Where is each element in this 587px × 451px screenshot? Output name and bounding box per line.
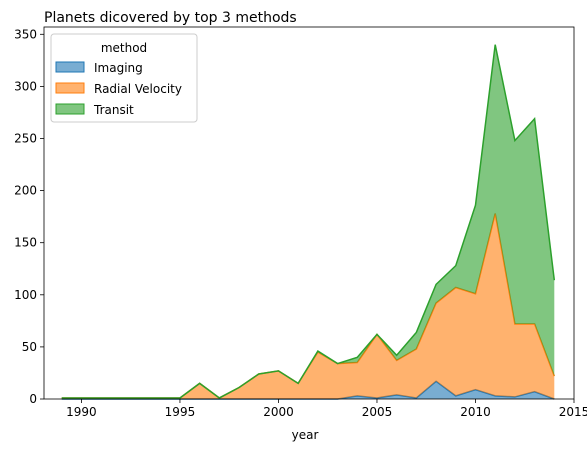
x-axis: 1990 1995 2000 2005 2010 2015 [66,399,587,419]
y-tick-label: 300 [14,79,37,93]
y-tick-label: 50 [22,340,37,354]
y-tick-label: 200 [14,184,37,198]
x-tick-label: 2015 [559,405,587,419]
legend-label-radial-velocity: Radial Velocity [94,82,182,96]
y-tick-label: 350 [14,27,37,41]
x-tick-label: 2010 [460,405,491,419]
x-tick-label: 1995 [165,405,196,419]
x-tick-label: 2000 [263,405,294,419]
legend: method Imaging Radial Velocity Transit [50,33,198,123]
y-axis: 0 50 100 150 200 250 300 350 [14,27,44,406]
line-transit [61,44,556,399]
area-transit [61,44,555,398]
x-axis-label: year [292,428,319,442]
chart-title: Planets dicovered by top 3 methods [44,10,297,26]
legend-box [50,33,198,123]
legend-title: method [101,41,147,55]
y-tick-label: 0 [29,392,37,406]
x-tick-label: 1990 [66,405,97,419]
y-tick-label: 250 [14,131,37,145]
x-tick-label: 2005 [362,405,393,419]
plot-frame [43,26,575,400]
legend-label-transit: Transit [93,103,134,117]
legend-swatch-transit [55,103,85,115]
legend-label-imaging: Imaging [94,61,143,75]
legend-swatch-imaging [55,61,85,73]
area-radial-velocity [61,213,555,399]
legend-swatch-radial-velocity [55,82,85,94]
y-tick-label: 100 [14,288,37,302]
y-tick-label: 150 [14,236,37,250]
